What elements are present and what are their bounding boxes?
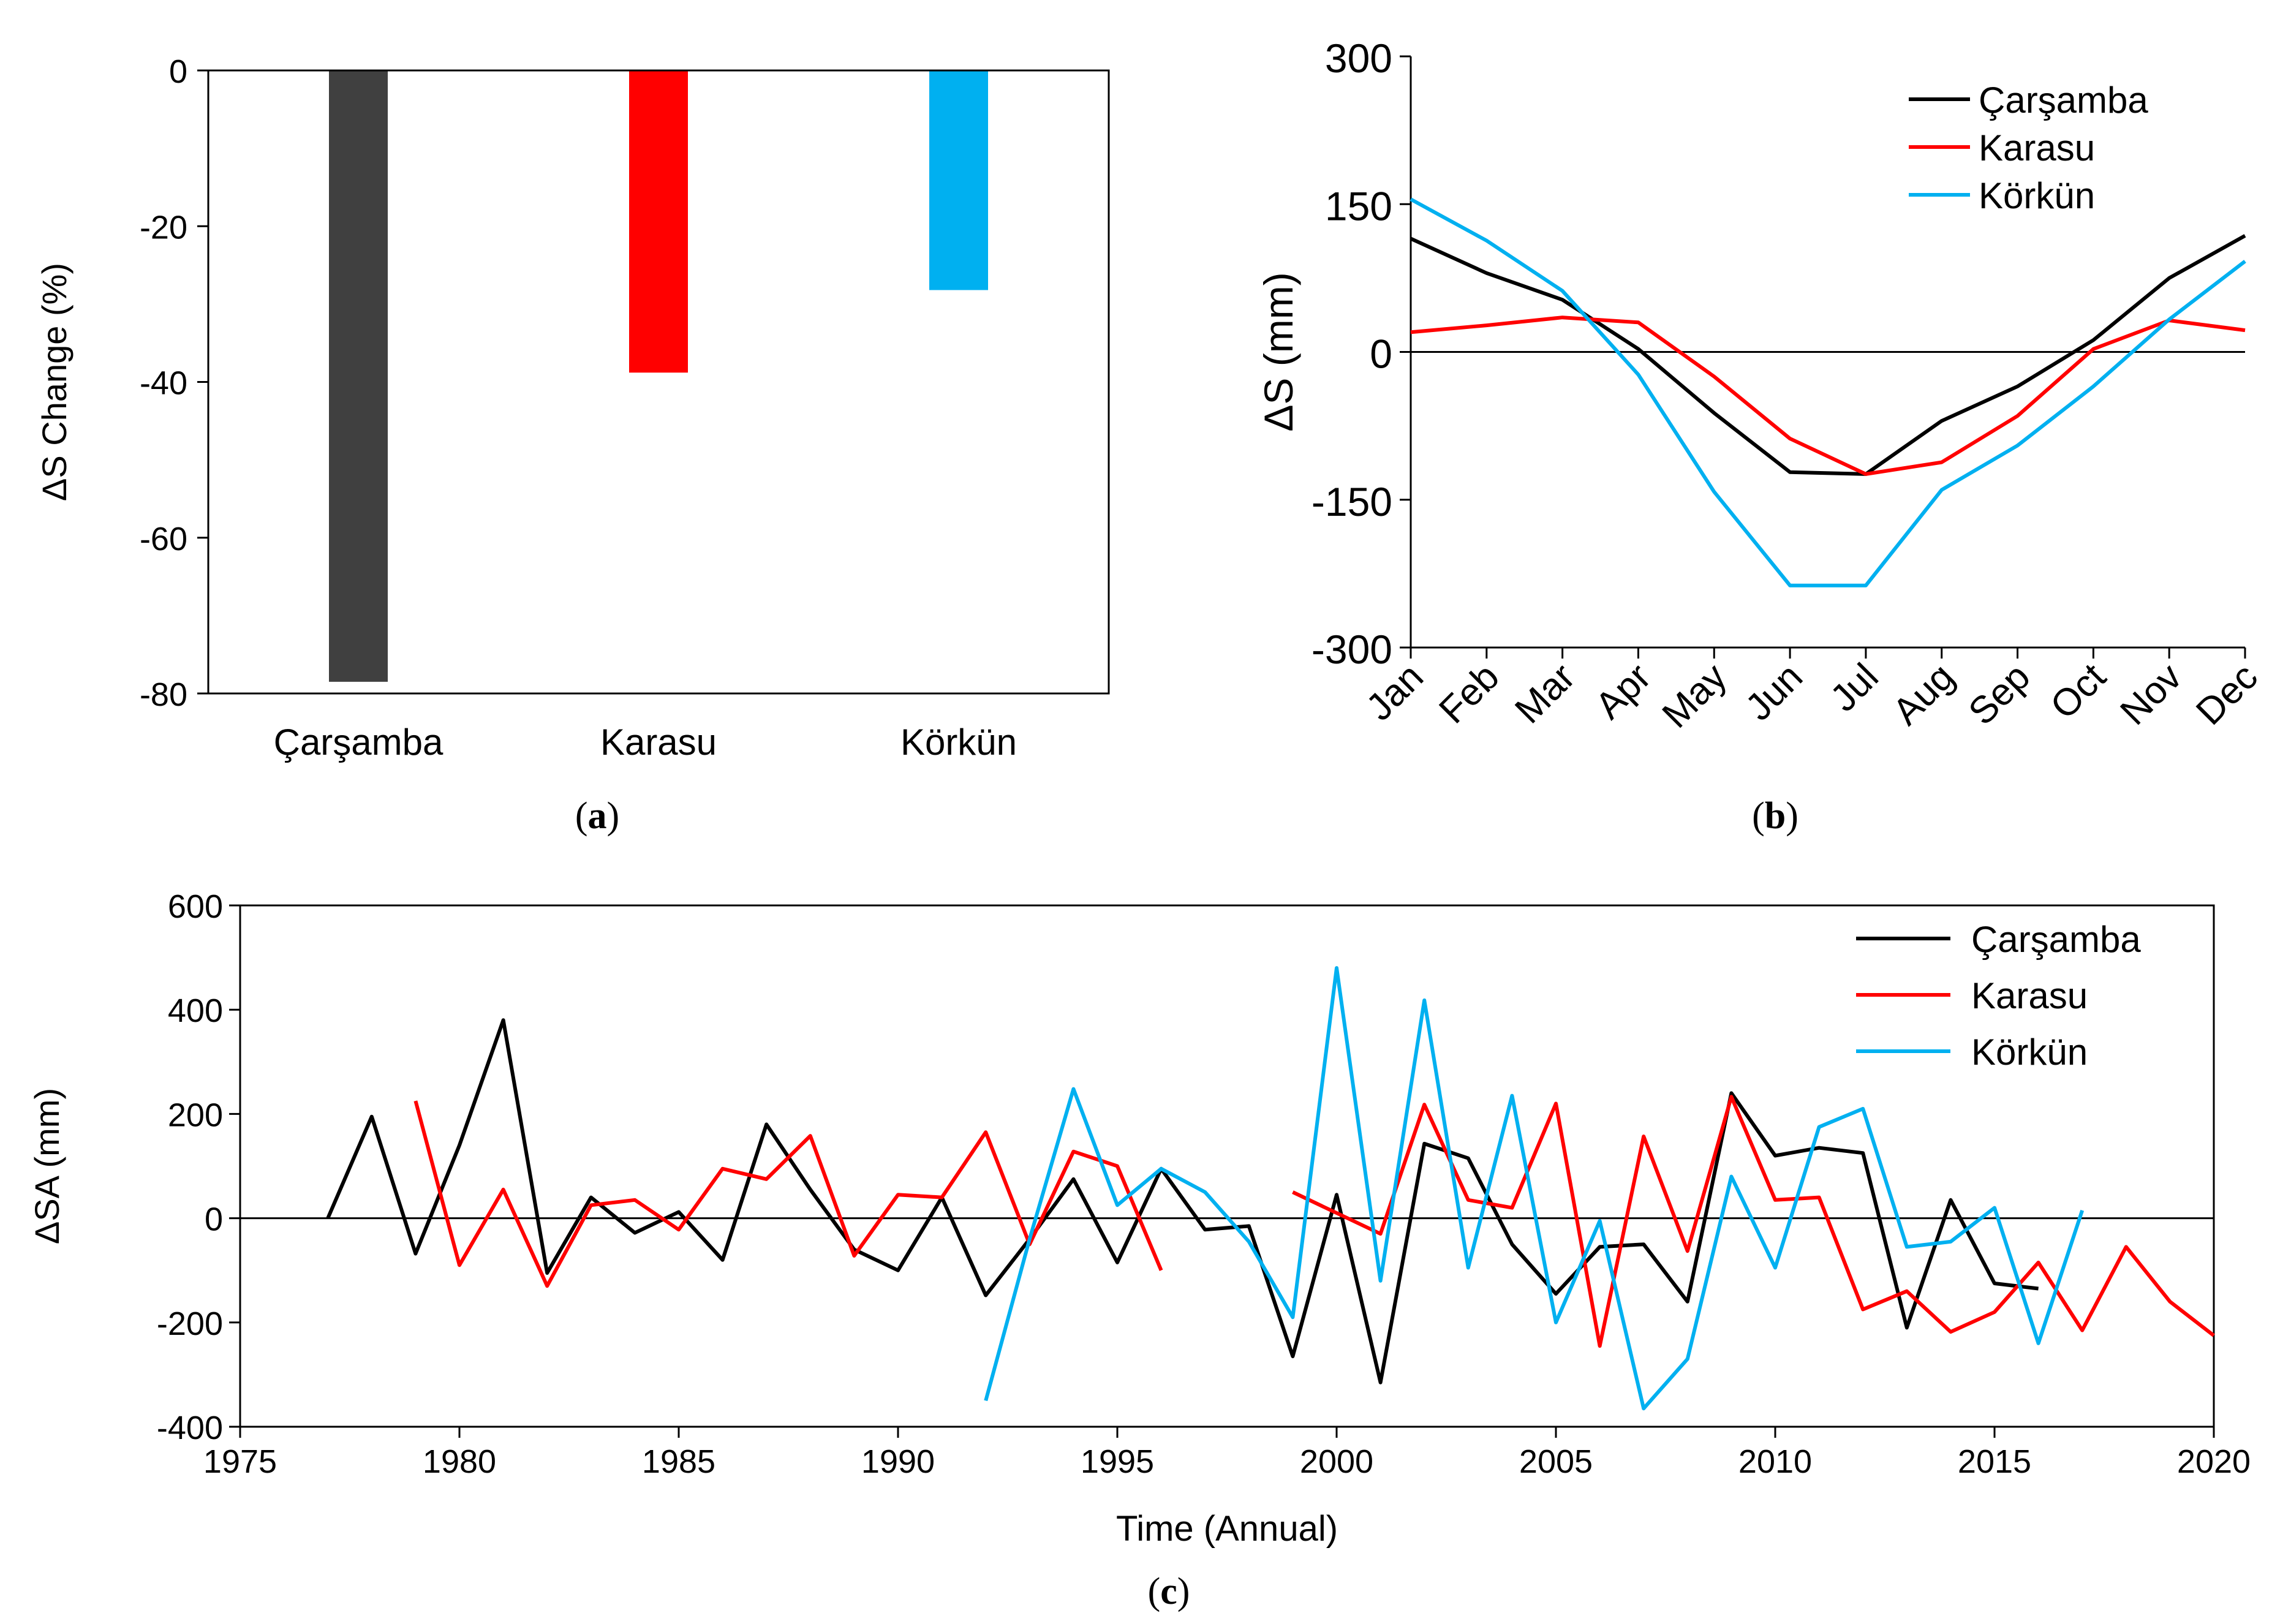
plot-area-c <box>239 904 2215 1428</box>
y-tick-label: -60 <box>140 521 187 557</box>
y-tick-label: -400 <box>157 1410 223 1446</box>
panel-letter: b <box>1765 795 1786 837</box>
legend-c: Çarşamba Karasu Körkün <box>1856 919 2141 1073</box>
series-line-çarşamba <box>1410 234 2246 476</box>
bar-körkün <box>929 70 988 290</box>
x-axis-title: Time (Annual) <box>1116 1509 1338 1549</box>
x-tick-label: 2005 <box>1519 1443 1593 1480</box>
x-tick-label: 1975 <box>203 1443 277 1480</box>
y-axis-title: ΔS Change (%) <box>35 263 74 501</box>
y-tick-label: 200 <box>168 1097 223 1133</box>
x-category-label: Karasu <box>600 722 717 763</box>
x-tick-label: 1995 <box>1081 1443 1154 1480</box>
x-tick-label: 2000 <box>1300 1443 1373 1480</box>
legend-label: Karasu <box>1971 975 2088 1016</box>
series-line-çarşamba <box>326 1018 2039 1384</box>
bar-çarşamba <box>329 70 388 682</box>
panel-label-a: (a) <box>575 795 619 837</box>
x-tick-label: 1980 <box>423 1443 496 1480</box>
y-tick-label: 400 <box>168 992 223 1029</box>
x-tick-label: 2020 <box>2177 1443 2251 1480</box>
y-tick-label: -150 <box>1312 479 1392 524</box>
y-tick-label: 0 <box>205 1201 223 1238</box>
y-tick-label: 600 <box>168 888 223 925</box>
legend-b: Çarşamba Karasu Körkün <box>1909 80 2148 216</box>
y-tick-label: -80 <box>140 676 187 713</box>
series-line-karasu <box>1410 315 2246 476</box>
y-tick-label: -300 <box>1312 627 1392 672</box>
legend-label: Körkün <box>1979 175 2095 216</box>
x-tick-label: 2015 <box>1958 1443 2031 1480</box>
x-category-label: Körkün <box>900 722 1017 763</box>
y-axis-title: ΔSA (mm) <box>28 1088 66 1244</box>
panel-a: 0 -20 -40 -60 -80 Çarşamba Karasu Körkün ΔS Chan… <box>35 53 1110 763</box>
y-tick-label: -20 <box>140 209 187 246</box>
y-tick-label: 0 <box>1370 331 1392 377</box>
x-tick-label: 1990 <box>861 1443 935 1480</box>
panel-letter: c <box>1160 1571 1177 1612</box>
legend-label: Karasu <box>1979 127 2095 168</box>
y-tick-label: 0 <box>169 53 187 90</box>
panel-label-c: (c) <box>1148 1571 1190 1612</box>
legend-label: Çarşamba <box>1979 80 2148 121</box>
x-tick-label: 1985 <box>642 1443 715 1480</box>
series-line-körkün <box>984 966 2085 1411</box>
series-line-körkün <box>1410 197 2246 587</box>
y-tick-label: 150 <box>1325 183 1392 228</box>
y-tick-label: -40 <box>140 365 187 402</box>
panel-label-b: (b) <box>1752 795 1798 837</box>
x-tick-label: 2010 <box>1738 1443 1812 1480</box>
y-tick-label: -200 <box>157 1305 223 1342</box>
panel-letter: a <box>588 795 607 837</box>
bar-karasu <box>629 70 688 373</box>
y-axis-title: ΔS (mm) <box>1256 272 1301 431</box>
legend-label: Körkün <box>1971 1032 2088 1073</box>
legend-label: Çarşamba <box>1971 919 2141 960</box>
series-line-karasu <box>413 1095 2215 1348</box>
x-category-label: Çarşamba <box>274 722 443 763</box>
y-tick-label: 300 <box>1325 36 1392 81</box>
